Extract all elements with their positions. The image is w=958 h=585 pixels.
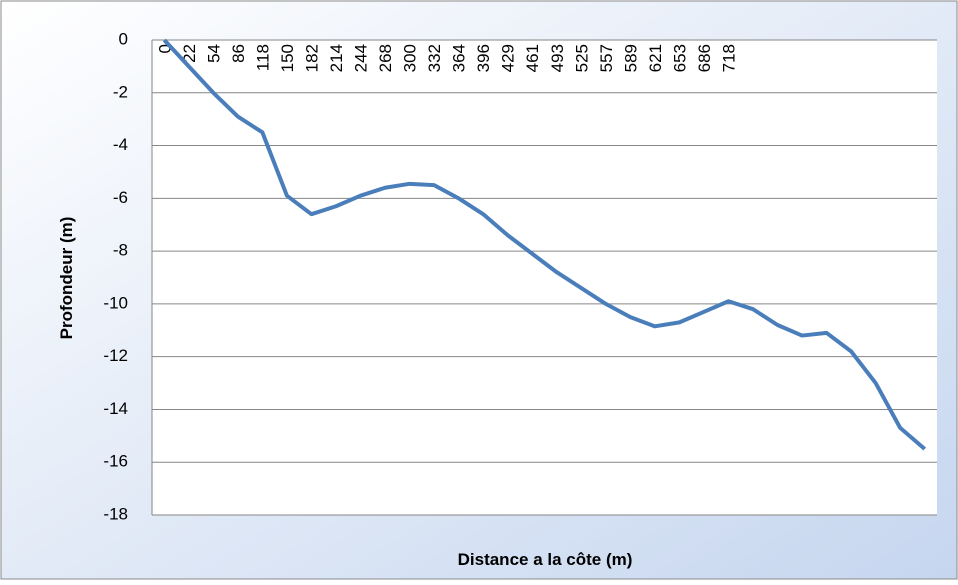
x-tick-label: 461 (523, 44, 542, 72)
x-tick-label: 525 (572, 44, 591, 72)
x-tick-label: 244 (352, 44, 371, 72)
y-tick-label: 0 (119, 29, 128, 48)
y-tick-label: -6 (113, 188, 128, 207)
x-tick-label: 0 (155, 44, 174, 53)
x-tick-label: 686 (695, 44, 714, 72)
x-tick-label: 589 (621, 44, 640, 72)
data-line (162, 38, 927, 451)
y-axis-title: Profondeur (m) (57, 217, 76, 340)
x-tick-label: 396 (474, 44, 493, 72)
y-tick-label: -16 (103, 452, 128, 471)
x-tick-label: 22 (180, 44, 199, 63)
x-tick-label: 332 (425, 44, 444, 72)
x-tick-label: 429 (499, 44, 518, 72)
x-tick-label: 86 (229, 44, 248, 63)
y-tick-label: -18 (103, 504, 128, 523)
x-tick-label: 118 (253, 44, 272, 71)
y-tick-label: -10 (103, 293, 128, 312)
x-tick-label: 150 (278, 44, 297, 72)
plot-area (152, 40, 937, 515)
y-tick-label: -12 (103, 346, 128, 365)
x-tick-label: 557 (597, 44, 616, 72)
x-axis-title: Distance a la côte (m) (458, 550, 633, 569)
y-tick-label: -4 (113, 135, 128, 154)
y-tick-label: -8 (113, 241, 128, 260)
y-tick-label: -2 (113, 82, 128, 101)
x-tick-label: 653 (670, 44, 689, 72)
x-tick-label: 364 (450, 44, 469, 72)
x-tick-label: 621 (646, 44, 665, 72)
x-tick-label: 300 (401, 44, 420, 72)
x-tick-label: 182 (302, 44, 321, 72)
x-tick-label: 54 (204, 44, 223, 63)
x-tick-label: 268 (376, 44, 395, 72)
x-tick-label: 214 (327, 44, 346, 72)
x-tick-label: 718 (719, 44, 738, 72)
y-tick-label: -14 (103, 399, 128, 418)
x-tick-label: 493 (548, 44, 567, 72)
